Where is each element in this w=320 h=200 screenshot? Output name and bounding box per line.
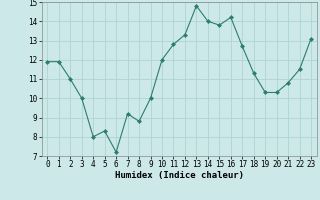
X-axis label: Humidex (Indice chaleur): Humidex (Indice chaleur) [115, 171, 244, 180]
